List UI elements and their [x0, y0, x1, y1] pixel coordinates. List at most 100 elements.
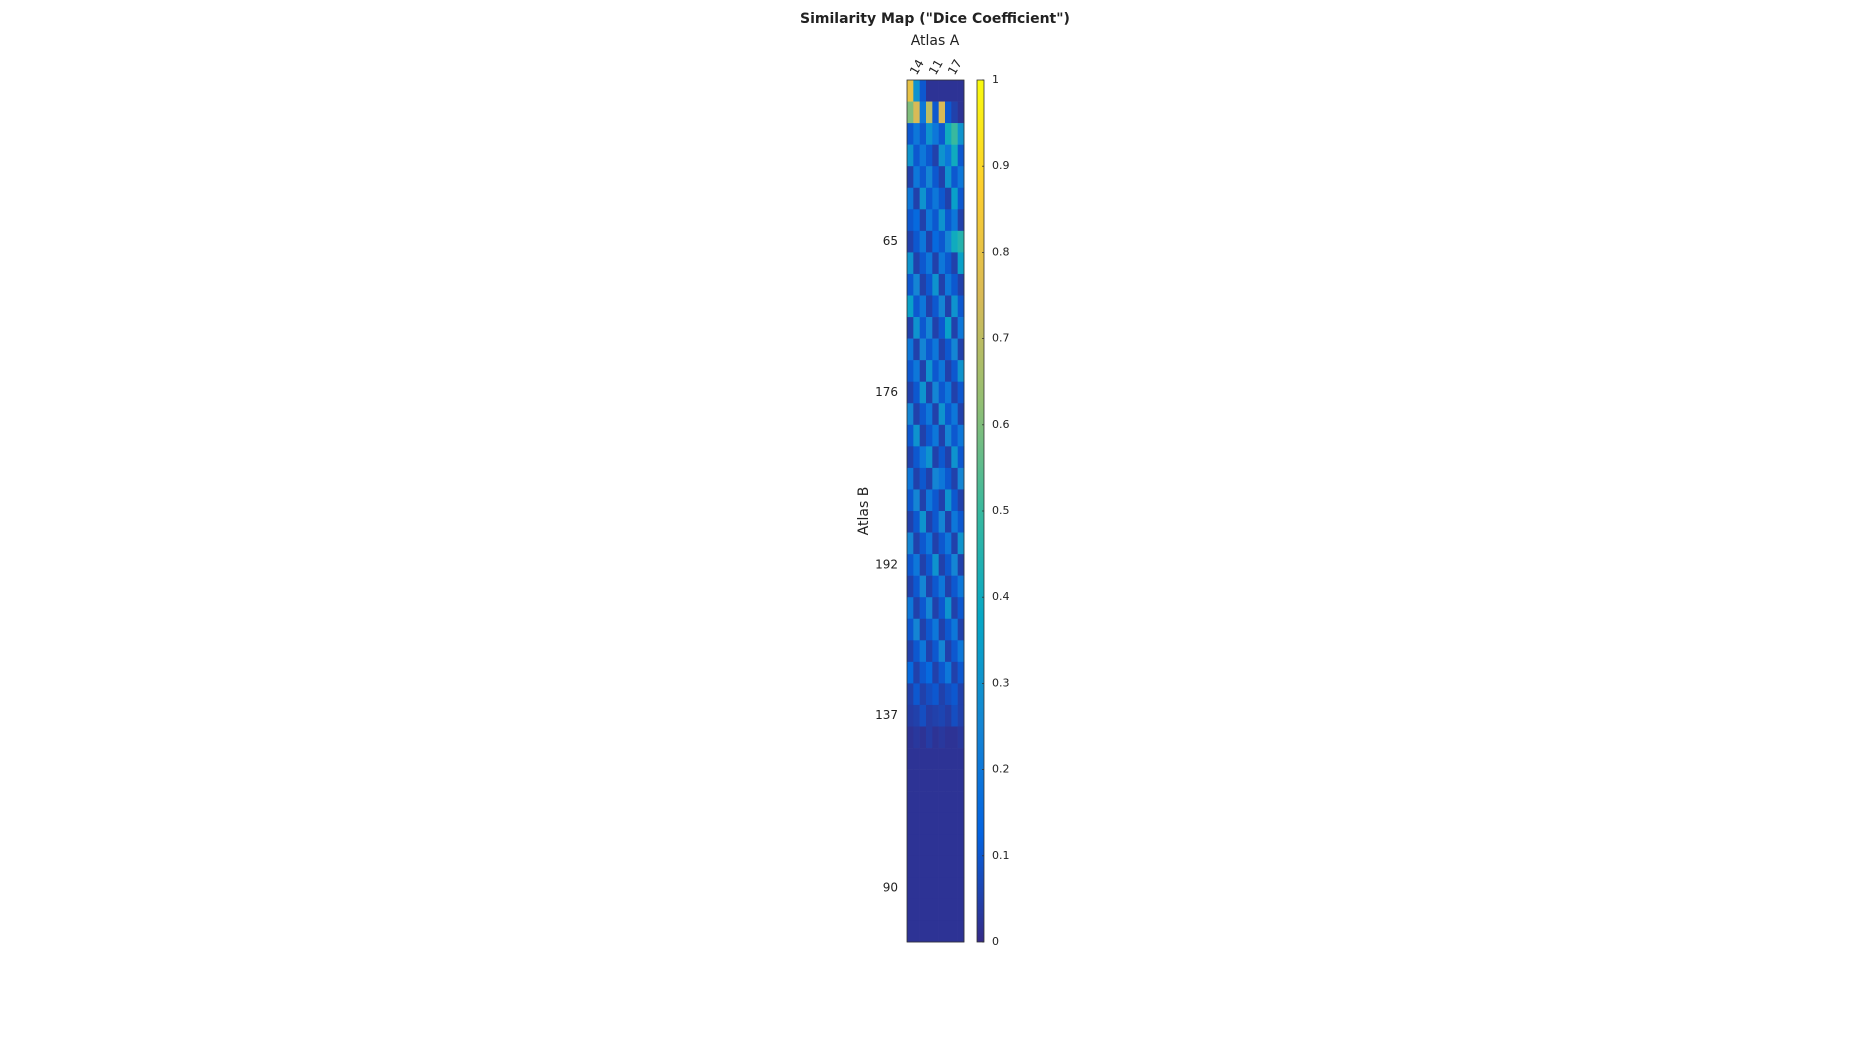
heatmap-cell	[957, 640, 965, 663]
heatmap-cell	[913, 295, 920, 318]
heatmap-cell	[938, 898, 946, 921]
heatmap-cell	[913, 381, 920, 404]
heatmap-cell	[957, 575, 965, 598]
heatmap-cell	[957, 661, 965, 684]
heatmap-cell	[957, 446, 965, 469]
heatmap-cell	[938, 123, 946, 145]
heatmap-cell	[913, 230, 920, 253]
heatmap-cell	[913, 338, 920, 361]
colorbar-tick-label: 0.7	[992, 332, 1010, 345]
heatmap-cell	[945, 726, 952, 749]
colorbar-tick-label: 0.9	[992, 159, 1010, 172]
heatmap-cell	[919, 338, 927, 361]
heatmap-cell	[951, 834, 958, 857]
heatmap-cell	[913, 532, 920, 555]
heatmap-cell	[951, 575, 958, 598]
heatmap-cell	[932, 424, 939, 447]
heatmap-cell	[913, 144, 920, 167]
heatmap-cell	[907, 597, 914, 620]
heatmap-cell	[913, 726, 920, 749]
heatmap-cell	[919, 123, 927, 145]
heatmap-cell	[938, 812, 946, 835]
heatmap-cell	[932, 769, 939, 792]
colorbar-tick-label: 0.4	[992, 590, 1010, 603]
heatmap-cell	[945, 101, 952, 124]
heatmap-cell	[907, 360, 914, 382]
heatmap-cell	[945, 511, 952, 533]
heatmap-cell	[932, 597, 939, 620]
heatmap-cell	[945, 791, 952, 813]
heatmap-cell	[932, 101, 939, 124]
heatmap-cell	[919, 489, 927, 512]
heatmap-cell	[951, 791, 958, 813]
heatmap-cell	[951, 187, 958, 210]
heatmap-cell	[945, 640, 952, 663]
heatmap-cell	[913, 769, 920, 792]
heatmap-cell	[919, 769, 927, 792]
heatmap-cell	[945, 209, 952, 232]
heatmap-cell	[919, 554, 927, 576]
y-tick-label: 176	[875, 385, 898, 399]
heatmap-cell	[926, 144, 933, 167]
heatmap-cell	[957, 295, 965, 318]
heatmap-cell	[951, 317, 958, 339]
heatmap-cell	[951, 661, 958, 684]
heatmap-cell	[932, 144, 939, 167]
heatmap-cell	[926, 230, 933, 253]
heatmap-cell	[938, 424, 946, 447]
heatmap-cell	[951, 295, 958, 318]
heatmap-cell	[938, 317, 946, 339]
heatmap-cell	[945, 446, 952, 469]
heatmap-cell	[907, 532, 914, 555]
heatmap-cell	[951, 511, 958, 533]
heatmap-cell	[951, 489, 958, 512]
heatmap-cell	[957, 230, 965, 253]
heatmap-cell	[913, 446, 920, 469]
heatmap-cell	[938, 834, 946, 857]
heatmap-cell	[907, 381, 914, 404]
heatmap-cell	[938, 640, 946, 663]
heatmap-cell	[913, 403, 920, 426]
heatmap-cell	[938, 554, 946, 576]
heatmap-cell	[932, 898, 939, 921]
chart-title: Similarity Map ("Dice Coefficient")	[800, 11, 1070, 27]
heatmap-cell	[945, 467, 952, 490]
heatmap-cell	[951, 446, 958, 469]
heatmap-cell	[907, 230, 914, 253]
heatmap-cell	[951, 424, 958, 447]
heatmap-cell	[957, 166, 965, 189]
heatmap-cell	[919, 618, 927, 641]
heatmap-cell	[957, 317, 965, 339]
heatmap-cell	[907, 575, 914, 598]
colorbar-tick-label: 0.5	[992, 504, 1010, 517]
heatmap-cell	[913, 489, 920, 512]
heatmap-cell	[913, 209, 920, 232]
heatmap-cell	[932, 554, 939, 576]
heatmap-cell	[938, 748, 946, 770]
colorbar-tick-label: 0	[992, 935, 999, 948]
heatmap-cell	[951, 381, 958, 404]
plot-frame	[906, 79, 965, 943]
heatmap-cell	[919, 467, 927, 490]
heatmap-cell	[919, 834, 927, 857]
heatmap-cell	[957, 597, 965, 620]
heatmap-cell	[957, 726, 965, 749]
heatmap-cell	[957, 144, 965, 167]
heatmap-cell	[919, 144, 927, 167]
heatmap-cell	[938, 532, 946, 555]
heatmap-cell	[907, 489, 914, 512]
heatmap-cell	[913, 640, 920, 663]
heatmap-cell	[907, 446, 914, 469]
heatmap-cell	[945, 338, 952, 361]
heatmap-cell	[932, 123, 939, 145]
heatmap-cell	[945, 403, 952, 426]
heatmap-cell	[919, 209, 927, 232]
heatmap-cell	[951, 812, 958, 835]
heatmap-cell	[926, 295, 933, 318]
heatmap-cell	[951, 898, 958, 921]
heatmap-cell	[938, 381, 946, 404]
heatmap-cell	[938, 80, 946, 102]
heatmap-cell	[919, 101, 927, 124]
heatmap-cell	[945, 877, 952, 900]
